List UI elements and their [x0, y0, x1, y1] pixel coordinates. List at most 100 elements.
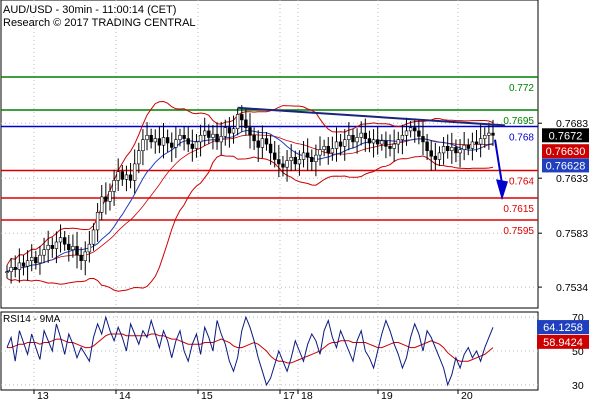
price-badge-label-red: 0.76630	[546, 146, 586, 158]
axes: 0.7683 0.7633 0.7583 0.7534 70 50 30 0.7672 0.76…	[33, 118, 589, 400]
candle-body	[330, 148, 335, 154]
candle-body	[326, 146, 330, 154]
candle-body	[314, 154, 318, 163]
candle-body	[483, 135, 487, 139]
candle-body	[13, 266, 17, 270]
price-badge-label-current: 0.7672	[549, 130, 583, 142]
candle-body	[30, 257, 34, 261]
candle-body	[421, 136, 425, 143]
candle-body	[87, 243, 92, 253]
price-tick-label: 0.7633	[556, 173, 588, 185]
candle-body	[141, 139, 145, 151]
candle-body	[231, 128, 236, 134]
candle-body	[100, 196, 104, 213]
rsi-tick-label: 70	[572, 312, 584, 324]
x-tick-label: 13	[37, 390, 49, 400]
candle-body	[305, 152, 310, 158]
rsi-badge-red	[537, 334, 589, 349]
rsi-tick-label: 30	[572, 380, 584, 392]
level-label-pivot: 0.768	[509, 133, 534, 144]
candle-body	[5, 271, 9, 274]
candle-body	[417, 130, 421, 137]
candle-body	[413, 127, 417, 132]
candle-body	[124, 174, 129, 180]
candle-body	[240, 114, 244, 121]
candlesticks	[5, 105, 495, 284]
candle-body	[334, 141, 339, 149]
candle-body	[21, 262, 26, 267]
candle-body	[79, 254, 83, 261]
rsi-badge-label-red: 58.9424	[543, 337, 583, 349]
candle-body	[273, 152, 277, 160]
candle-body	[347, 135, 351, 141]
candle-body	[384, 140, 388, 147]
candle-body	[367, 138, 372, 144]
price-badge-blue	[542, 158, 589, 173]
bollinger-middle-line	[6, 134, 494, 273]
candle-body	[454, 147, 458, 154]
price-badge-label-blue: 0.76628	[546, 160, 586, 172]
candle-body	[458, 149, 462, 154]
x-tick-label: 15	[201, 390, 213, 400]
candle-body	[235, 114, 240, 130]
rsi-title: RSI14 - 9MA	[3, 314, 61, 325]
candle-body	[128, 174, 133, 181]
candle-body	[108, 191, 112, 202]
candle-body	[178, 135, 182, 141]
bollinger-upper-line	[6, 100, 494, 266]
candle-body	[301, 152, 306, 160]
candle-body	[470, 141, 475, 149]
candle-body	[359, 132, 363, 138]
candle-body	[207, 130, 211, 138]
candle-body	[400, 135, 405, 141]
candle-body	[248, 127, 252, 136]
candle-body	[120, 171, 125, 180]
candle-body	[42, 249, 46, 256]
candle-body	[116, 171, 120, 181]
chart-title: AUD/USD - 30min - 11:00:14 (CET)	[3, 4, 176, 16]
candle-body	[75, 246, 79, 256]
candle-body	[62, 237, 67, 245]
candle-body	[91, 229, 96, 245]
candle-body	[112, 180, 116, 192]
x-tick-label: 14	[119, 390, 131, 400]
price-tick-label: 0.7683	[556, 118, 588, 130]
candle-body	[46, 245, 50, 251]
candle-body	[285, 160, 289, 168]
candle-body	[277, 159, 281, 165]
candle-body	[491, 132, 495, 136]
candle-body	[462, 144, 466, 150]
candle-body	[478, 138, 483, 145]
rsi-line	[6, 315, 494, 387]
rsi-badge-blue	[537, 320, 589, 335]
price-badge-current	[542, 128, 589, 143]
candle-body	[264, 138, 269, 145]
candle-body	[289, 157, 293, 161]
candle-body	[474, 141, 479, 145]
projection-arrow-head	[496, 179, 508, 201]
candle-body	[9, 266, 13, 272]
level-label-support: 0.764	[509, 177, 534, 188]
candle-body	[153, 138, 157, 143]
candle-body	[437, 152, 442, 160]
rsi-signal-line	[7, 333, 494, 364]
candle-body	[186, 138, 190, 145]
candle-body	[343, 139, 347, 147]
candle-body	[50, 245, 55, 249]
candle-body	[408, 127, 413, 132]
candle-body	[260, 138, 265, 148]
candle-body	[145, 135, 149, 141]
x-tick-label: 17	[283, 390, 295, 400]
candle-body	[83, 251, 87, 261]
candle-body	[404, 130, 409, 136]
candle-body	[132, 163, 137, 181]
candle-body	[297, 159, 302, 165]
level-label-resistance: 0.772	[509, 83, 534, 94]
candle-body	[318, 149, 322, 156]
candle-body	[161, 137, 166, 146]
candle-body	[363, 132, 368, 139]
price-tick-label: 0.7534	[556, 282, 588, 294]
candle-body	[371, 139, 376, 144]
candle-body	[310, 157, 314, 163]
